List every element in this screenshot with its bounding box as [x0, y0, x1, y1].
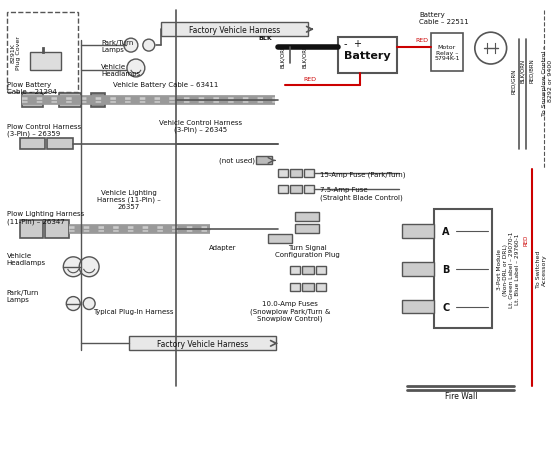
Bar [295, 224, 319, 234]
Bar [316, 283, 326, 291]
Bar [290, 170, 302, 178]
Bar [290, 283, 300, 291]
Bar [434, 210, 492, 329]
Text: BLK: BLK [258, 36, 272, 40]
Circle shape [143, 40, 155, 52]
Text: Park/Turn
Lamps: Park/Turn Lamps [101, 39, 133, 52]
Bar [290, 266, 300, 274]
Bar [295, 213, 319, 222]
Text: 10.0-Amp Fuses
(Snowplow Park/Turn &
Snowplow Control): 10.0-Amp Fuses (Snowplow Park/Turn & Sno… [250, 300, 330, 321]
Text: B: B [442, 264, 450, 274]
Text: BLK/ORN: BLK/ORN [281, 44, 286, 68]
Text: Motor
Relay –
5794K-1: Motor Relay – 5794K-1 [434, 45, 460, 61]
Text: Turn Signal
Configuration Plug: Turn Signal Configuration Plug [276, 245, 340, 258]
Bar [45, 221, 69, 238]
Bar [268, 235, 292, 243]
Bar [402, 262, 434, 276]
Text: Plow Battery
Cable – 21294: Plow Battery Cable – 21294 [7, 82, 57, 95]
Circle shape [124, 39, 138, 53]
Text: RED/BRN: RED/BRN [529, 58, 534, 83]
Bar [20, 221, 44, 238]
Text: Plow Control Harness
(3-Pin) – 26359: Plow Control Harness (3-Pin) – 26359 [7, 123, 81, 137]
Text: To Snowplow Control –
8292 or 9400: To Snowplow Control – 8292 or 9400 [542, 45, 553, 116]
Bar [402, 224, 434, 238]
Bar [402, 300, 434, 314]
Bar [278, 170, 288, 178]
Circle shape [127, 60, 145, 78]
Bar [59, 94, 81, 107]
Circle shape [66, 297, 80, 311]
Bar [256, 157, 272, 165]
Circle shape [475, 33, 507, 65]
Text: Vehicle Battery Cable – 63411: Vehicle Battery Cable – 63411 [113, 82, 218, 88]
Text: RED: RED [523, 234, 528, 245]
Bar [278, 186, 288, 194]
Circle shape [79, 257, 99, 277]
Bar [304, 186, 314, 194]
Bar [48, 138, 73, 150]
Text: BLK/ORN: BLK/ORN [520, 59, 525, 83]
Bar [91, 94, 105, 107]
Text: Fire Wall: Fire Wall [445, 392, 477, 401]
Text: 15-Amp Fuse (Park/Turn): 15-Amp Fuse (Park/Turn) [320, 171, 405, 177]
Text: Vehicle
Headlamps: Vehicle Headlamps [101, 64, 140, 77]
Text: Adapter: Adapter [209, 244, 236, 250]
Circle shape [83, 298, 95, 310]
Text: RED/GRN: RED/GRN [511, 68, 516, 93]
Bar [161, 23, 308, 37]
Text: A: A [442, 226, 450, 236]
Text: 3-Port Module
(Non-DRL or DRL)
Lt. Green Label – 29070-1
Lt. Blue Label – 29760-: 3-Port Module (Non-DRL or DRL) Lt. Green… [497, 231, 520, 307]
Circle shape [63, 257, 83, 277]
Bar [431, 34, 463, 72]
Text: To Switched
Accessory: To Switched Accessory [536, 251, 547, 288]
Bar [302, 283, 314, 291]
Text: BLK/ORN: BLK/ORN [302, 44, 307, 68]
Bar [22, 94, 44, 107]
Text: Factory Vehicle Harness: Factory Vehicle Harness [157, 339, 248, 348]
Text: -: - [344, 39, 347, 49]
Text: 8291K
Plug Cover: 8291K Plug Cover [10, 36, 21, 70]
Bar [316, 266, 326, 274]
Bar [338, 38, 397, 74]
Bar [290, 186, 302, 194]
Bar [129, 336, 276, 351]
Bar [7, 13, 78, 93]
Text: C: C [442, 302, 450, 312]
Text: Typical Plug-In Harness: Typical Plug-In Harness [92, 308, 173, 314]
Text: Vehicle Control Harness
(3-Pin) – 26345: Vehicle Control Harness (3-Pin) – 26345 [159, 120, 242, 133]
Text: Battery
Cable – 22511: Battery Cable – 22511 [419, 12, 469, 25]
Text: 7.5-Amp Fuse
(Straight Blade Control): 7.5-Amp Fuse (Straight Blade Control) [320, 187, 403, 201]
Bar [20, 138, 45, 150]
Text: Plow Lighting Harness
(11-Pin) – 26347: Plow Lighting Harness (11-Pin) – 26347 [7, 211, 84, 224]
Text: RED: RED [304, 77, 316, 82]
Bar [304, 170, 314, 178]
Bar [302, 266, 314, 274]
Text: Factory Vehicle Harness: Factory Vehicle Harness [189, 26, 280, 34]
Text: Park/Turn
Lamps: Park/Turn Lamps [7, 290, 39, 302]
Text: Vehicle Lighting
Harness (11-Pin) –
26357: Vehicle Lighting Harness (11-Pin) – 2635… [97, 190, 161, 210]
Text: Vehicle
Headlamps: Vehicle Headlamps [7, 253, 46, 266]
Text: RED: RED [416, 38, 428, 43]
Text: Battery: Battery [344, 51, 391, 61]
Bar [30, 53, 62, 71]
Text: (not used): (not used) [219, 157, 255, 163]
Text: +: + [353, 39, 362, 49]
